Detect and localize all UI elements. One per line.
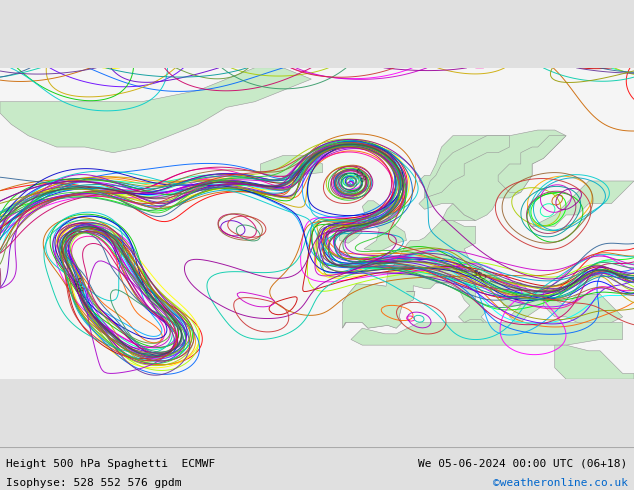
Polygon shape [419,130,566,220]
Polygon shape [532,181,634,226]
Polygon shape [362,201,406,252]
Polygon shape [436,271,487,328]
Polygon shape [0,68,311,153]
Polygon shape [543,294,623,328]
Text: Isophyse: 528 552 576 gpdm: Isophyse: 528 552 576 gpdm [6,478,182,488]
Polygon shape [342,284,415,328]
Polygon shape [464,319,484,325]
Text: Height 500 hPa Spaghetti  ECMWF: Height 500 hPa Spaghetti ECMWF [6,459,216,469]
Polygon shape [342,220,481,328]
Text: 528: 528 [70,276,83,294]
Polygon shape [340,220,362,243]
Polygon shape [425,136,510,198]
Polygon shape [441,204,476,221]
Text: ©weatheronline.co.uk: ©weatheronline.co.uk [493,478,628,488]
Text: 552: 552 [469,269,488,284]
Polygon shape [351,322,623,345]
Polygon shape [498,136,566,192]
Polygon shape [476,266,555,322]
Polygon shape [555,345,634,379]
Text: We 05-06-2024 00:00 UTC (06+18): We 05-06-2024 00:00 UTC (06+18) [418,459,628,469]
Polygon shape [261,155,323,175]
Text: 528: 528 [351,167,368,185]
